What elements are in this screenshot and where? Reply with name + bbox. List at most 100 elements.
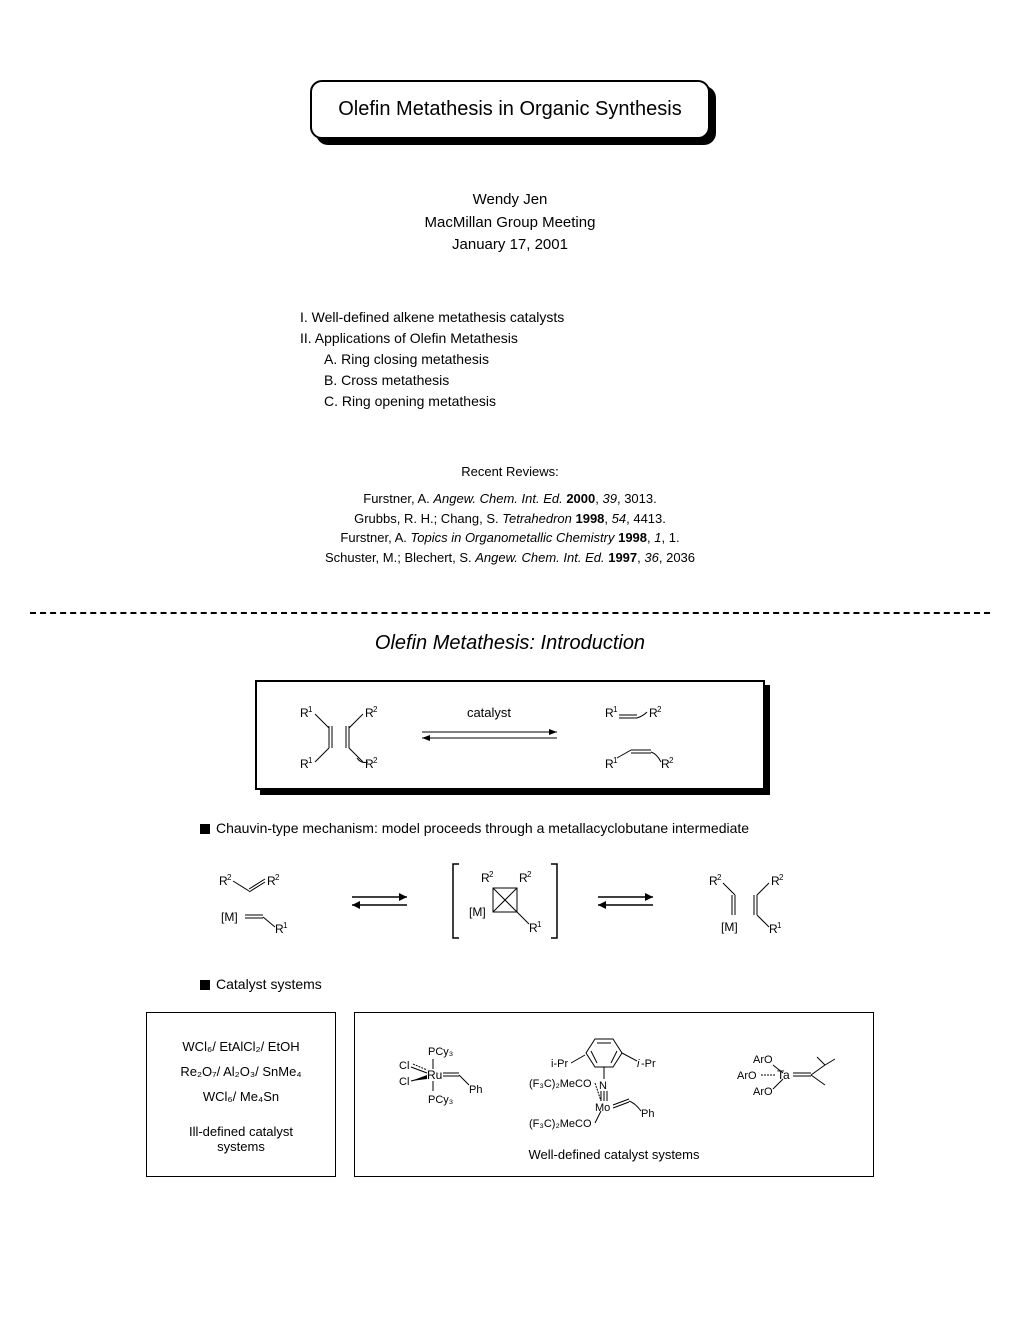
- svg-text:Cl: Cl: [399, 1076, 409, 1088]
- bullet-text: Catalyst systems: [216, 976, 322, 992]
- svg-text:1: 1: [777, 921, 782, 930]
- ill-line-1: WCl₆/ EtAlCl₂/ EtOH: [165, 1035, 317, 1060]
- mech-right-svg: R2 [M] R2 R1: [691, 861, 821, 941]
- review-year: 2000: [563, 491, 596, 506]
- svg-text:2: 2: [779, 873, 784, 882]
- bullet-icon: [200, 824, 210, 834]
- outline-block: I. Well-defined alkene metathesis cataly…: [300, 307, 720, 412]
- scheme-container: R1 R1 R2 R2 catalyst R1 R2 R1: [255, 680, 765, 790]
- review-journal: Tetrahedron: [502, 511, 572, 526]
- mechanism-row: R2 R2 [M] R1 R2 R2 [M] R1 R2 [M] R2: [60, 856, 960, 946]
- svg-text:PCy₃: PCy₃: [428, 1094, 453, 1106]
- title-container: Olefin Metathesis in Organic Synthesis: [310, 80, 710, 139]
- review-vol: 36: [644, 550, 658, 565]
- outline-ii: II. Applications of Olefin Metathesis: [300, 328, 720, 349]
- svg-text:1: 1: [613, 705, 618, 714]
- review-vol: 39: [603, 491, 617, 506]
- review-vol: 1: [654, 530, 661, 545]
- svg-text:PCy₃: PCy₃: [428, 1046, 453, 1058]
- svg-text:2: 2: [489, 870, 494, 879]
- bullet-text: Chauvin-type mechanism: model proceeds t…: [216, 820, 749, 836]
- mech-left-svg: R2 R2 [M] R1: [199, 861, 319, 941]
- svg-text:-Pr: -Pr: [641, 1058, 656, 1070]
- review-year: 1998: [572, 511, 605, 526]
- svg-text:Cl: Cl: [399, 1060, 409, 1072]
- review-vol: 54: [612, 511, 626, 526]
- equilibrium-arrow-icon: [593, 889, 663, 913]
- reviews-block: Recent Reviews: Furstner, A. Angew. Chem…: [60, 462, 960, 568]
- svg-text:2: 2: [275, 873, 280, 882]
- author-date: January 17, 2001: [60, 234, 960, 257]
- svg-text:ArO: ArO: [753, 1054, 773, 1066]
- reviews-heading: Recent Reviews:: [60, 462, 960, 482]
- svg-text:1: 1: [308, 756, 313, 765]
- svg-text:N: N: [599, 1080, 607, 1092]
- ill-line-2: Re₂O₇/ Al₂O₃/ SnMe₄: [165, 1060, 317, 1085]
- svg-text:2: 2: [669, 756, 674, 765]
- svg-text:Ta: Ta: [777, 1068, 790, 1082]
- svg-text:1: 1: [537, 920, 542, 929]
- svg-text:[M]: [M]: [221, 910, 238, 924]
- svg-text:1: 1: [308, 705, 313, 714]
- metathesis-scheme-svg: R1 R1 R2 R2 catalyst R1 R2 R1: [257, 682, 763, 788]
- review-author: Furstner, A.: [340, 530, 410, 545]
- svg-text:Ru: Ru: [427, 1068, 442, 1082]
- review-author: Furstner, A.: [363, 491, 433, 506]
- mech-intermediate-svg: R2 R2 [M] R1: [445, 856, 565, 946]
- outline-c: C. Ring opening metathesis: [300, 391, 720, 412]
- svg-text:1: 1: [283, 921, 288, 930]
- review-journal: Angew. Chem. Int. Ed.: [475, 550, 604, 565]
- outline-a: A. Ring closing metathesis: [300, 349, 720, 370]
- svg-text:2: 2: [373, 756, 378, 765]
- author-name: Wendy Jen: [60, 189, 960, 212]
- page-title: Olefin Metathesis in Organic Synthesis: [338, 98, 682, 120]
- scheme-box: R1 R1 R2 R2 catalyst R1 R2 R1: [255, 680, 765, 790]
- well-defined-catalysts-svg: PCy₃ Cl Cl Ru Ph PCy₃ i-Pr i-Pr: [373, 1027, 853, 1147]
- svg-text:(F₃C)₂MeCO: (F₃C)₂MeCO: [529, 1078, 592, 1090]
- review-4: Schuster, M.; Blechert, S. Angew. Chem. …: [60, 548, 960, 568]
- review-page: , 4413.: [626, 511, 666, 526]
- svg-text:[M]: [M]: [469, 905, 486, 919]
- svg-text:i: i: [637, 1058, 640, 1070]
- review-year: 1997: [605, 550, 638, 565]
- catalyst-label: catalyst: [467, 705, 511, 720]
- svg-text:ArO: ArO: [753, 1086, 773, 1098]
- svg-text:2: 2: [373, 705, 378, 714]
- author-group: MacMillan Group Meeting: [60, 212, 960, 235]
- review-1: Furstner, A. Angew. Chem. Int. Ed. 2000,…: [60, 489, 960, 509]
- well-defined-box: PCy₃ Cl Cl Ru Ph PCy₃ i-Pr i-Pr: [354, 1012, 874, 1177]
- review-year: 1998: [614, 530, 647, 545]
- review-page: , 3013.: [617, 491, 657, 506]
- svg-text:[M]: [M]: [721, 920, 738, 934]
- bullet-catalyst: Catalyst systems: [200, 976, 960, 992]
- title-box: Olefin Metathesis in Organic Synthesis: [310, 80, 710, 139]
- bullet-mechanism: Chauvin-type mechanism: model proceeds t…: [200, 820, 960, 836]
- review-3: Furstner, A. Topics in Organometallic Ch…: [60, 528, 960, 548]
- section-divider: [30, 612, 990, 614]
- svg-text:2: 2: [717, 873, 722, 882]
- ill-items: WCl₆/ EtAlCl₂/ EtOH Re₂O₇/ Al₂O₃/ SnMe₄ …: [165, 1035, 317, 1109]
- well-caption: Well-defined catalyst systems: [373, 1147, 855, 1162]
- review-journal: Angew. Chem. Int. Ed.: [433, 491, 562, 506]
- author-block: Wendy Jen MacMillan Group Meeting Januar…: [60, 189, 960, 257]
- svg-text:2: 2: [227, 873, 232, 882]
- outline-i: I. Well-defined alkene metathesis cataly…: [300, 307, 720, 328]
- review-2: Grubbs, R. H.; Chang, S. Tetrahedron 199…: [60, 509, 960, 529]
- svg-text:ArO: ArO: [737, 1070, 757, 1082]
- catalyst-row: WCl₆/ EtAlCl₂/ EtOH Re₂O₇/ Al₂O₃/ SnMe₄ …: [60, 1012, 960, 1177]
- svg-text:Mo: Mo: [595, 1102, 610, 1114]
- bullet-icon: [200, 980, 210, 990]
- svg-text:Ph: Ph: [641, 1108, 654, 1120]
- review-author: Grubbs, R. H.; Chang, S.: [354, 511, 502, 526]
- review-page: , 2036: [659, 550, 695, 565]
- review-page: , 1.: [662, 530, 680, 545]
- section-title: Olefin Metathesis: Introduction: [60, 632, 960, 655]
- svg-text:(F₃C)₂MeCO: (F₃C)₂MeCO: [529, 1118, 592, 1130]
- equilibrium-arrow-icon: [347, 889, 417, 913]
- review-author: Schuster, M.; Blechert, S.: [325, 550, 475, 565]
- svg-text:Ph: Ph: [469, 1084, 482, 1096]
- ill-caption: Ill-defined catalyst systems: [165, 1124, 317, 1154]
- svg-text:i-Pr: i-Pr: [551, 1058, 568, 1070]
- svg-text:2: 2: [527, 870, 532, 879]
- ill-defined-box: WCl₆/ EtAlCl₂/ EtOH Re₂O₇/ Al₂O₃/ SnMe₄ …: [146, 1012, 336, 1177]
